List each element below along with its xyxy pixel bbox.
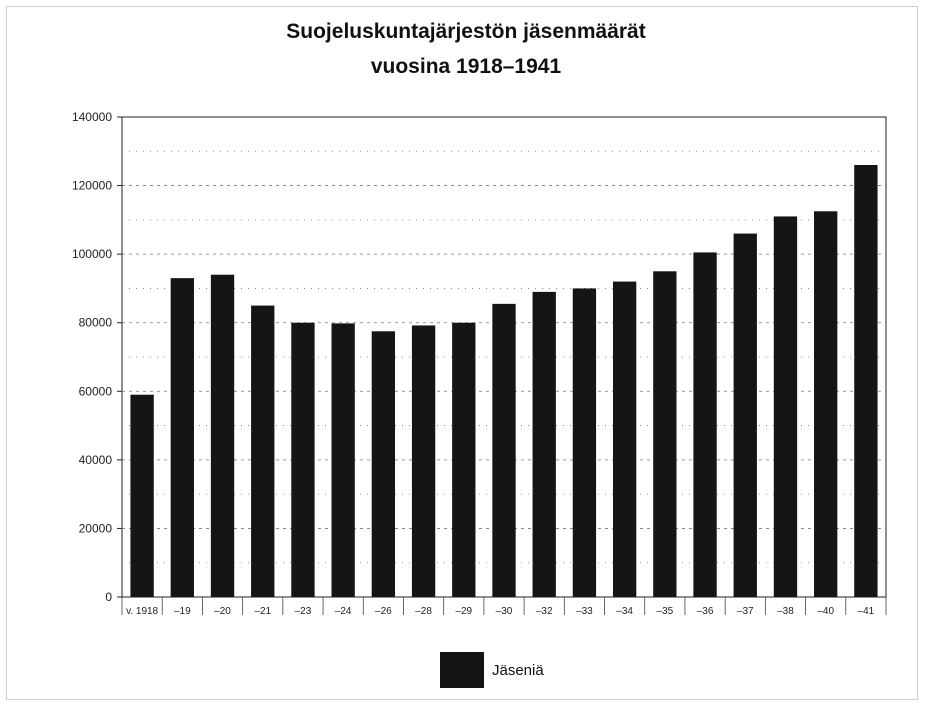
chart-subtitle: vuosina 1918–1941	[370, 55, 562, 78]
bar	[733, 233, 757, 598]
x-tick-label: –32	[536, 606, 553, 617]
bar	[291, 322, 315, 597]
x-tick-label: –29	[455, 606, 472, 617]
x-tick-label: –21	[254, 606, 271, 617]
x-tick-label: –37	[737, 606, 754, 617]
y-tick-label: 40000	[79, 453, 113, 467]
bar	[693, 252, 717, 597]
bar	[452, 322, 476, 597]
bar	[170, 278, 194, 597]
x-tick-label: –38	[777, 606, 794, 617]
y-tick-label: 120000	[72, 179, 112, 193]
bar	[130, 394, 154, 597]
y-tick-label: 100000	[72, 247, 112, 261]
legend: Jäseniä	[440, 652, 544, 688]
bar	[251, 305, 275, 597]
y-tick-label: 140000	[72, 110, 112, 124]
bar	[814, 211, 838, 598]
x-tick-label: –40	[817, 606, 834, 617]
x-tick-label: –33	[576, 606, 593, 617]
bar	[653, 271, 677, 597]
x-tick-label: –19	[174, 606, 191, 617]
x-tick-label: –30	[496, 606, 513, 617]
legend-swatch	[440, 652, 484, 688]
x-tick-label: –24	[335, 606, 352, 617]
bar	[612, 281, 637, 597]
bar	[411, 325, 436, 597]
bar	[773, 216, 798, 597]
bar	[492, 303, 516, 597]
x-tick-label: –41	[858, 606, 875, 617]
x-tick-label: –36	[697, 606, 714, 617]
chart-title: Suojeluskuntajärjestön jäsenmäärät	[286, 20, 646, 43]
bar	[532, 291, 556, 597]
bar	[572, 288, 597, 597]
bar	[854, 165, 878, 597]
x-tick-label: –20	[214, 606, 231, 617]
x-tick-label: v. 1918	[126, 606, 158, 617]
x-tick-label: –34	[616, 606, 633, 617]
bar	[371, 331, 396, 597]
x-tick-label: –35	[656, 606, 673, 617]
legend-label: Jäseniä	[492, 661, 544, 679]
bar	[210, 274, 235, 597]
bar	[331, 323, 355, 597]
y-tick-label: 20000	[79, 521, 113, 535]
y-tick-label: 0	[105, 590, 112, 604]
x-tick-label: –28	[415, 606, 432, 617]
x-tick-label: –26	[375, 606, 392, 617]
y-tick-label: 60000	[79, 384, 113, 398]
x-tick-label: –23	[295, 606, 312, 617]
y-tick-label: 80000	[79, 316, 113, 330]
